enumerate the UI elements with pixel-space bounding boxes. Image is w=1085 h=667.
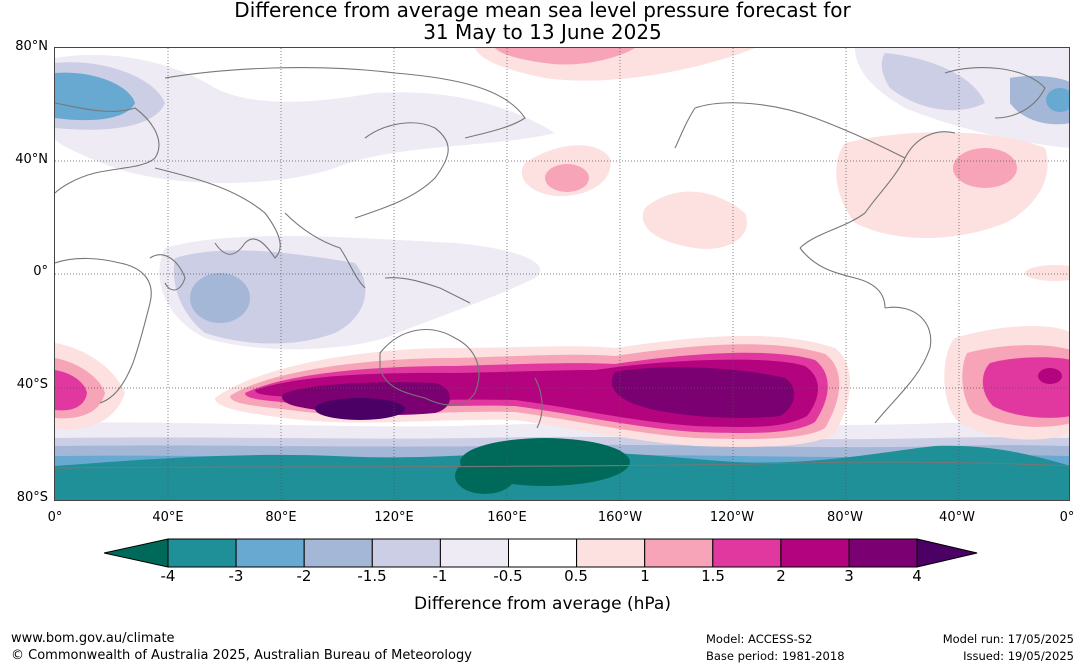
colorbar-tick: -0.5 xyxy=(493,567,523,585)
model-name: Model: ACCESS-S2 xyxy=(706,632,813,646)
colorbar-extension-high xyxy=(916,538,978,568)
colorbar-segment xyxy=(167,538,237,568)
model-run-date: Model run: 17/05/2025 xyxy=(942,632,1074,646)
colorbar-tick: -1 xyxy=(432,567,448,585)
issued-date: Issued: 19/05/2025 xyxy=(963,649,1074,663)
colorbar-tick: 2 xyxy=(776,567,786,585)
colorbar-tick: 1 xyxy=(640,567,650,585)
lat-label-80n: 80°N xyxy=(15,39,48,54)
colorbar-segment xyxy=(848,538,918,568)
map-panel xyxy=(54,47,1070,501)
copyright-text: © Commonwealth of Australia 2025, Austra… xyxy=(11,648,472,663)
colorbar-tick: -1.5 xyxy=(357,567,387,585)
colorbar-tick: 0.5 xyxy=(564,567,588,585)
colorbar-segment xyxy=(439,538,509,568)
colorbar-segment xyxy=(780,538,850,568)
colorbar-segment xyxy=(712,538,782,568)
base-period: Base period: 1981-2018 xyxy=(706,649,845,663)
colorbar-segment xyxy=(576,538,646,568)
colorbar-segment xyxy=(508,538,578,568)
lat-label-0: 0° xyxy=(33,264,48,279)
lon-label-80e: 80°E xyxy=(265,510,297,525)
lat-label-40n: 40°N xyxy=(15,152,48,167)
colorbar-tick: 3 xyxy=(844,567,854,585)
tropical-low-region xyxy=(159,236,541,350)
colorbar-segment xyxy=(235,538,305,568)
lon-label-120w: 120°W xyxy=(709,510,755,525)
lon-label-0-east: 0° xyxy=(1059,510,1075,525)
colorbar-tick: -3 xyxy=(228,567,244,585)
lat-label-80s: 80°S xyxy=(16,490,48,505)
pressure-anomaly-map xyxy=(55,48,1069,500)
graticule xyxy=(55,48,1069,500)
southern-ocean-low-band xyxy=(55,422,1069,500)
colorbar-label: Difference from average (hPa) xyxy=(414,594,671,614)
colorbar-tick: 1.5 xyxy=(701,567,725,585)
colorbar-segment xyxy=(303,538,373,568)
lon-label-80w: 80°W xyxy=(827,510,863,525)
colorbar xyxy=(104,538,978,568)
lon-label-0: 0° xyxy=(47,510,63,525)
colorbar-extension-low xyxy=(104,538,169,568)
midlatitude-high-belt xyxy=(55,326,1069,447)
website-link[interactable]: www.bom.gov.au/climate xyxy=(11,631,175,646)
lat-label-40s: 40°S xyxy=(16,377,48,392)
colorbar-tick: -2 xyxy=(296,567,312,585)
lon-label-160w: 160°W xyxy=(597,510,643,525)
lon-label-40w: 40°W xyxy=(939,510,975,525)
colorbar-segment xyxy=(371,538,441,568)
lon-label-120e: 120°E xyxy=(374,510,414,525)
chart-title: Difference from average mean sea level p… xyxy=(234,0,851,22)
coastlines xyxy=(55,66,1069,469)
northern-anomalies xyxy=(55,48,1069,281)
colorbar-segment xyxy=(644,538,714,568)
lon-label-40e: 40°E xyxy=(152,510,184,525)
colorbar-tick: -4 xyxy=(160,567,176,585)
lon-label-160e: 160°E xyxy=(487,510,527,525)
chart-subtitle: 31 May to 13 June 2025 xyxy=(423,20,662,44)
colorbar-tick: 4 xyxy=(912,567,922,585)
